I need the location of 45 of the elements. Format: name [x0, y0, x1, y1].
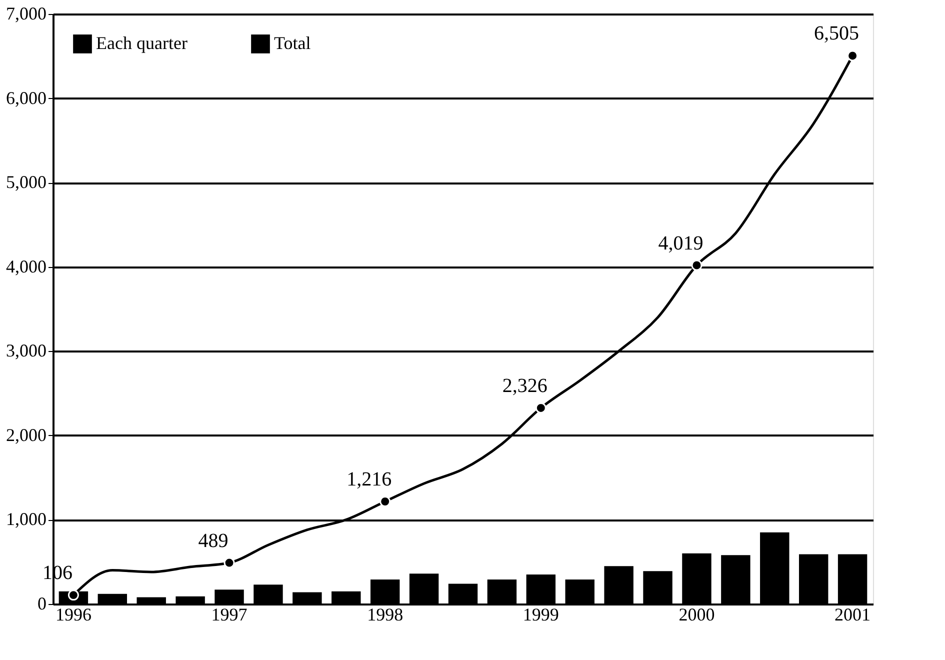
bar — [98, 594, 128, 604]
y-tick-label: 1,000 — [6, 509, 46, 530]
bar — [214, 590, 244, 604]
y-tick-label: 5,000 — [6, 172, 46, 192]
y-tick-label: 3,000 — [6, 340, 46, 361]
point — [691, 260, 702, 271]
bar — [565, 580, 594, 604]
x-tick-label: 1997 — [211, 604, 248, 624]
x-tick-label: 1998 — [367, 604, 404, 624]
x-tick-label: 1999 — [522, 604, 559, 624]
bar — [721, 555, 750, 604]
bar — [760, 532, 790, 604]
data-label: 2,326 — [502, 374, 548, 397]
legend-label: Each quarter — [96, 32, 188, 53]
bar — [604, 566, 634, 604]
bar — [487, 580, 517, 604]
point — [380, 496, 391, 507]
bar — [643, 571, 672, 604]
y-tick-label: 2,000 — [6, 424, 46, 445]
legend-label: Total — [274, 32, 311, 53]
bar — [292, 592, 322, 604]
bar — [136, 597, 166, 604]
bar — [176, 596, 205, 604]
data-label: 4,019 — [658, 232, 704, 254]
point — [224, 557, 235, 568]
point — [535, 402, 546, 414]
y-tick-label: 7,000 — [6, 4, 46, 24]
data-label: 1,216 — [346, 468, 392, 491]
bar — [370, 580, 400, 604]
y-tick-label: 4,000 — [6, 256, 46, 276]
y-tick-label: 6,000 — [6, 88, 46, 108]
bar — [448, 584, 478, 604]
x-tick-label: 1996 — [55, 604, 92, 624]
y-tick-label: 0 — [38, 594, 46, 614]
bar — [526, 574, 556, 604]
bar — [332, 591, 361, 604]
x-tick-label: 2000 — [678, 604, 715, 624]
x-tick-label: 2001 — [834, 604, 871, 624]
bar — [682, 553, 712, 604]
bar — [798, 554, 828, 604]
data-label: 489 — [198, 530, 228, 552]
bar — [838, 554, 868, 604]
bar — [254, 584, 283, 604]
bar — [409, 574, 439, 604]
data-label: 6,505 — [814, 22, 860, 45]
